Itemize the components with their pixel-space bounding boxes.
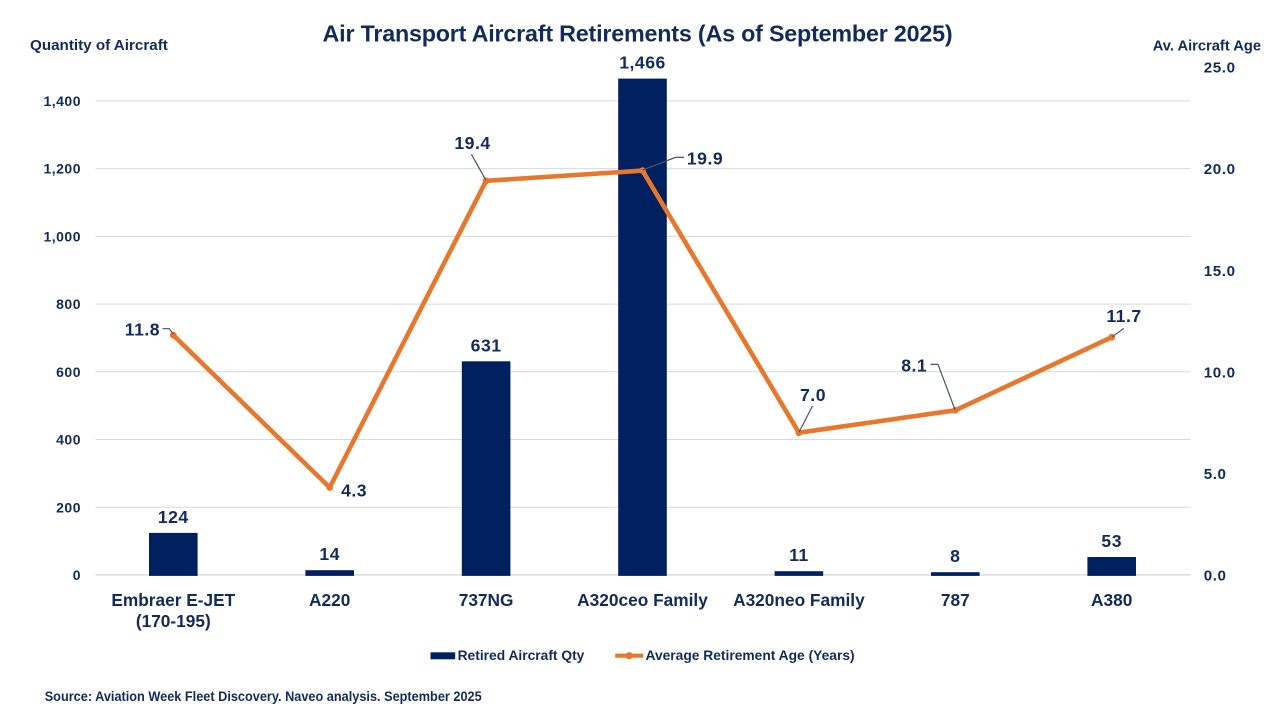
svg-text:11.7: 11.7 bbox=[1106, 306, 1141, 326]
svg-text:1,200: 1,200 bbox=[43, 161, 81, 177]
svg-text:124: 124 bbox=[158, 507, 189, 527]
svg-text:20.0: 20.0 bbox=[1204, 161, 1236, 178]
svg-text:787: 787 bbox=[941, 590, 970, 610]
svg-text:1,400: 1,400 bbox=[43, 93, 81, 109]
svg-text:631: 631 bbox=[471, 335, 502, 355]
svg-text:Embraer E-JET: Embraer E-JET bbox=[111, 590, 235, 610]
svg-text:(170-195): (170-195) bbox=[136, 611, 211, 631]
svg-text:8.1: 8.1 bbox=[901, 355, 927, 375]
svg-text:19.4: 19.4 bbox=[454, 133, 490, 153]
svg-text:53: 53 bbox=[1101, 531, 1122, 551]
svg-text:0.0: 0.0 bbox=[1204, 568, 1227, 585]
svg-text:0: 0 bbox=[73, 567, 81, 583]
svg-text:8: 8 bbox=[950, 546, 960, 566]
svg-text:Air Transport Aircraft Retirem: Air Transport Aircraft Retirements (As o… bbox=[323, 21, 953, 47]
svg-text:11.8: 11.8 bbox=[125, 319, 160, 339]
svg-text:Average Retirement Age (Years): Average Retirement Age (Years) bbox=[646, 648, 855, 663]
svg-text:15.0: 15.0 bbox=[1204, 263, 1236, 280]
svg-text:25.0: 25.0 bbox=[1204, 60, 1236, 77]
svg-text:600: 600 bbox=[56, 364, 81, 380]
svg-text:A380: A380 bbox=[1091, 590, 1132, 610]
svg-text:A220: A220 bbox=[309, 590, 350, 610]
svg-text:737NG: 737NG bbox=[459, 590, 514, 610]
svg-text:19.9: 19.9 bbox=[687, 148, 723, 168]
svg-text:Av. Aircraft Age: Av. Aircraft Age bbox=[1153, 38, 1261, 54]
svg-text:800: 800 bbox=[56, 296, 81, 312]
svg-text:14: 14 bbox=[319, 544, 340, 564]
svg-text:1,466: 1,466 bbox=[619, 53, 666, 73]
svg-text:400: 400 bbox=[56, 432, 81, 448]
svg-text:A320neo Family: A320neo Family bbox=[733, 590, 865, 610]
svg-text:5.0: 5.0 bbox=[1204, 466, 1227, 483]
svg-text:Retired Aircraft Qty: Retired Aircraft Qty bbox=[458, 648, 585, 663]
svg-text:Source: Aviation Week Fleet Di: Source: Aviation Week Fleet Discovery. N… bbox=[45, 689, 482, 704]
svg-text:10.0: 10.0 bbox=[1204, 364, 1236, 381]
svg-text:Quantity of Aircraft: Quantity of Aircraft bbox=[30, 37, 168, 54]
svg-text:1,000: 1,000 bbox=[43, 229, 81, 245]
svg-text:200: 200 bbox=[56, 499, 81, 515]
svg-text:4.3: 4.3 bbox=[341, 480, 367, 500]
svg-text:7.0: 7.0 bbox=[800, 385, 826, 405]
svg-text:11: 11 bbox=[789, 545, 809, 565]
svg-text:A320ceo Family: A320ceo Family bbox=[577, 590, 708, 610]
